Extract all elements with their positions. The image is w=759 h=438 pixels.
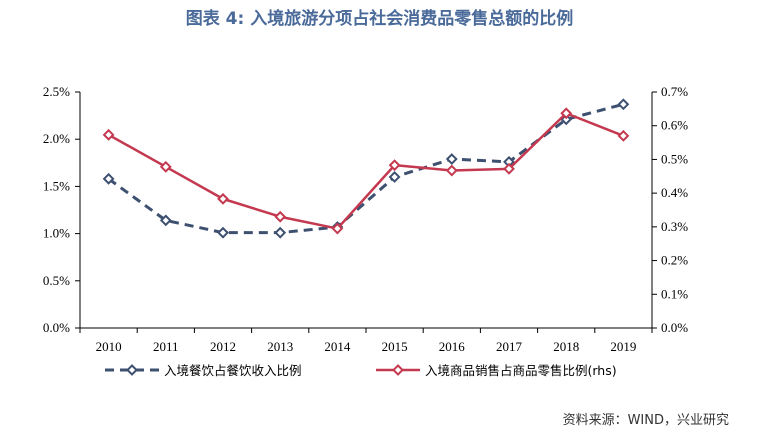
y-left-tick-label: 0.5%	[43, 273, 70, 288]
legend-marker-2	[392, 364, 404, 376]
series-2-marker	[617, 129, 630, 142]
y-left-tick-label: 1.0%	[43, 226, 70, 241]
series-1-marker	[617, 98, 630, 111]
x-tick-label: 2019	[610, 339, 636, 354]
axes: 0.0% 0.5% 1.0% 1.5% 2.0% 2.5% 0.0% 0.1% 0.2% 0.3%…	[43, 84, 688, 354]
series-2-marker	[388, 159, 401, 172]
x-tick-label: 2013	[267, 339, 293, 354]
y-right-tick-label: 0.3%	[661, 219, 688, 234]
y-left-tick-label: 1.5%	[43, 178, 70, 193]
series-line-2	[107, 111, 624, 230]
x-tick-label: 2010	[96, 339, 122, 354]
x-tick-label: 2016	[439, 339, 466, 354]
x-tick-label: 2018	[553, 339, 579, 354]
y-right-tick-label: 0.5%	[661, 151, 688, 166]
y-left-tick-label: 2.5%	[43, 84, 70, 99]
y-right-tick-label: 0.2%	[661, 253, 688, 268]
series-2-marker	[445, 164, 458, 177]
series-1-marker	[445, 153, 458, 165]
legend-label-2: 入境商品销售占商品零售比例(rhs)	[425, 363, 617, 378]
series-2-marker	[503, 162, 515, 175]
series-1-marker	[159, 214, 172, 227]
y-left-tick-label: 2.0%	[43, 131, 70, 146]
legend-label-1: 入境餐饮占餐饮收入比例	[164, 363, 302, 378]
y-right-tick-label: 0.1%	[661, 286, 688, 301]
series-layer	[102, 98, 630, 239]
y-right-tick-label: 0.4%	[661, 185, 688, 200]
x-tick-label: 2011	[153, 339, 179, 354]
y-right-tick-label: 0.7%	[661, 84, 688, 99]
series-1-marker	[274, 226, 287, 239]
series-line-1	[107, 102, 624, 235]
y-right-tick-label: 0.0%	[661, 320, 688, 335]
legend: 入境餐饮占餐饮收入比例 入境商品销售占商品零售比例(rhs)	[105, 363, 617, 378]
y-left-tick-label: 0.0%	[43, 320, 70, 335]
series-1-marker	[388, 171, 401, 183]
series-2-marker	[560, 107, 573, 120]
series-2-marker	[274, 210, 287, 223]
source-note: 资料来源：WIND，兴业研究	[562, 413, 729, 428]
series-2-marker	[159, 160, 172, 173]
x-tick-label: 2014	[324, 339, 351, 354]
x-tick-label: 2015	[382, 339, 408, 354]
y-right-tick-label: 0.6%	[661, 118, 688, 133]
x-tick-label: 2017	[496, 339, 523, 354]
series-1-marker	[102, 172, 115, 185]
series-2-marker	[102, 128, 115, 141]
series-1-marker	[217, 226, 229, 239]
legend-marker-1	[126, 364, 138, 376]
x-tick-label: 2012	[210, 339, 236, 354]
series-2-marker	[331, 222, 344, 235]
chart-title: 图表 4: 入境旅游分项占社会消费品零售总额的比例	[185, 9, 574, 29]
series-2-marker	[217, 192, 229, 205]
